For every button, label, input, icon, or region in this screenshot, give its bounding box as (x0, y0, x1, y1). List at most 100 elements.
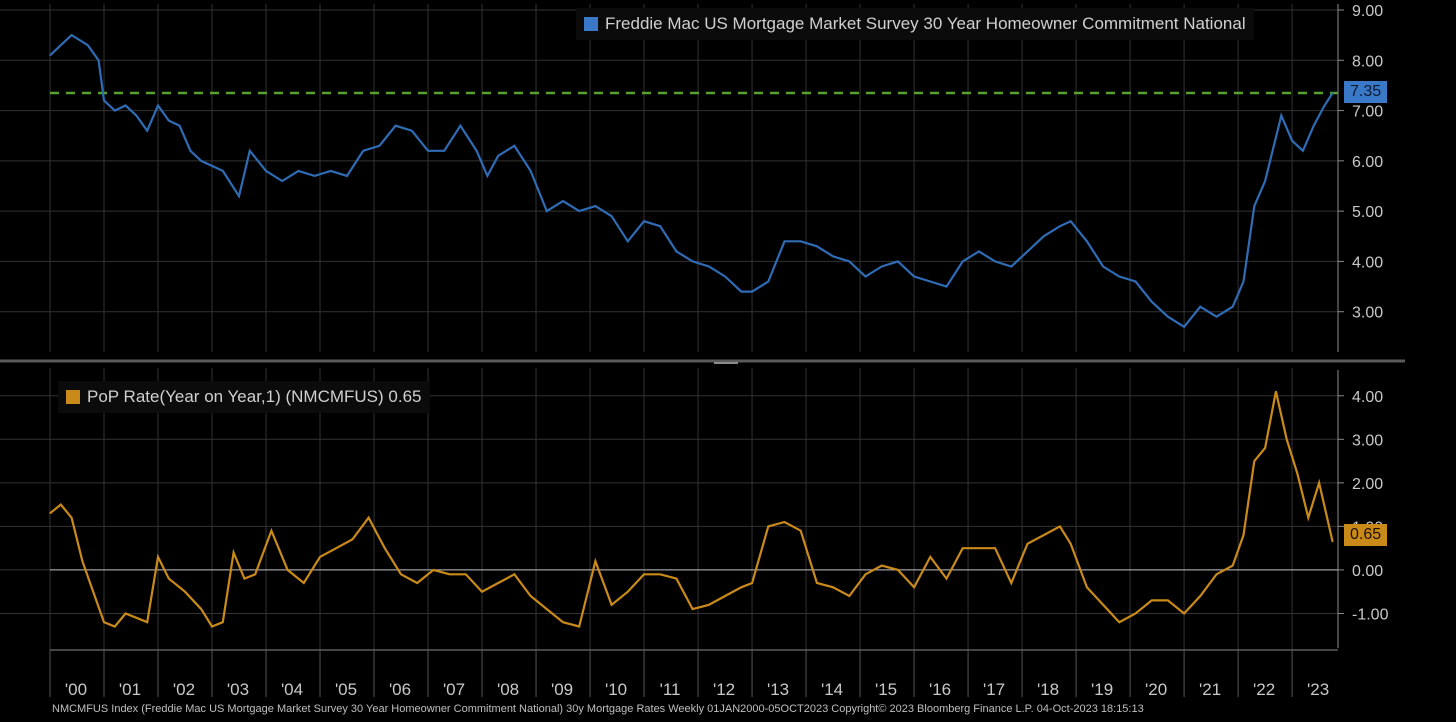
data-point (832, 586, 834, 588)
x-tick-label: '18 (1037, 680, 1059, 699)
data-point (281, 180, 283, 182)
x-tick-label: '22 (1253, 680, 1275, 699)
data-point (897, 569, 899, 571)
data-point (740, 586, 742, 588)
data-point (1264, 447, 1266, 449)
data-point (751, 291, 753, 293)
data-point (114, 625, 116, 628)
top-legend[interactable]: Freddie Mac US Mortgage Market Survey 30… (576, 8, 1254, 40)
data-point (1183, 326, 1185, 328)
data-point (627, 240, 629, 242)
data-point (724, 595, 726, 597)
bottom-legend[interactable]: PoP Rate(Year on Year,1) (NMCMFUS) 0.65 (58, 381, 430, 413)
data-point (643, 573, 645, 575)
x-tick-label: '11 (660, 680, 681, 699)
x-ticks: '00 '01 '02 '03 '04 '05 '06 '07 '08 '09 '10 '11 '12 '… (49, 650, 1329, 699)
data-point (395, 125, 397, 127)
data-point (1086, 586, 1088, 588)
data-point (222, 621, 224, 623)
bottom-y-tick-label: 0.00 (1352, 563, 1383, 580)
blue-swatch-icon (584, 17, 598, 31)
data-point (135, 115, 137, 117)
bottom-y-ticks: 4.003.002.001.000.00-1.00 (1338, 389, 1389, 623)
data-point (211, 165, 213, 167)
data-point (1291, 140, 1293, 142)
data-point (1286, 438, 1288, 440)
orange-swatch-icon (66, 390, 80, 404)
data-point (486, 175, 488, 177)
data-point (945, 578, 948, 580)
data-point (562, 200, 564, 202)
x-tick-label: '17 (983, 680, 1005, 699)
bottom-data-points (49, 390, 1334, 628)
x-tick-label: '01 (119, 680, 141, 699)
data-point (1059, 225, 1061, 227)
data-point (1296, 473, 1299, 475)
data-point (1264, 180, 1266, 182)
data-point (125, 612, 127, 615)
data-point (49, 54, 51, 56)
data-point (60, 44, 62, 46)
x-tick-label: '13 (767, 680, 789, 699)
data-point (1167, 599, 1169, 602)
data-point (297, 170, 299, 172)
bottom-legend-label: PoP Rate(Year on Year,1) (NMCMFUS) 0.65 (87, 387, 422, 406)
data-point (179, 125, 181, 127)
data-point (330, 170, 332, 172)
data-point (740, 291, 742, 293)
x-tick-label: '15 (875, 680, 897, 699)
data-point (1070, 220, 1072, 222)
data-point (800, 240, 802, 242)
data-point (346, 175, 348, 177)
data-point (1280, 115, 1282, 117)
data-point (546, 608, 548, 610)
data-point (384, 547, 386, 549)
data-point (1151, 301, 1153, 303)
data-point (578, 210, 580, 212)
data-point (1102, 604, 1104, 606)
data-point (265, 170, 267, 172)
last-value-tag-bottom: 0.65 (1344, 524, 1388, 546)
data-point (578, 625, 580, 628)
data-point (146, 621, 148, 623)
data-point (368, 517, 370, 519)
data-point (864, 275, 867, 278)
data-point (1118, 275, 1120, 278)
data-point (71, 517, 73, 519)
data-point (92, 591, 94, 593)
top-panel-grid (0, 9, 1338, 313)
data-point (1118, 621, 1120, 623)
data-point (530, 595, 532, 597)
data-point (497, 155, 499, 157)
data-point (675, 250, 678, 252)
data-point (627, 591, 629, 593)
data-point (945, 286, 948, 288)
data-point (848, 260, 850, 262)
data-point (200, 160, 202, 162)
data-point (1253, 460, 1255, 462)
top-y-tick-label: 6.00 (1352, 154, 1383, 171)
data-point (1332, 92, 1334, 94)
data-point (60, 504, 62, 506)
data-point (233, 551, 235, 554)
chart-footer: NMCMFUS Index (Freddie Mac US Mortgage M… (52, 703, 1144, 715)
data-point (1215, 573, 1218, 575)
data-point (659, 225, 661, 227)
yoy-change-line (49, 391, 1334, 628)
x-tick-label: '00 (65, 680, 87, 699)
data-point (864, 573, 867, 575)
data-point (87, 44, 89, 46)
data-point (362, 150, 364, 152)
bottom-y-tick-label: 3.00 (1352, 432, 1383, 449)
top-y-tick-label: 8.00 (1352, 53, 1383, 70)
x-tick-label: '23 (1307, 680, 1329, 699)
x-tick-label: '20 (1145, 680, 1167, 699)
data-point (881, 265, 883, 268)
data-point (114, 110, 116, 112)
data-point (816, 582, 818, 584)
data-point (200, 608, 202, 610)
data-point (562, 621, 564, 623)
data-point (881, 565, 883, 567)
x-tick-label: '07 (443, 680, 465, 699)
data-point (249, 150, 251, 152)
